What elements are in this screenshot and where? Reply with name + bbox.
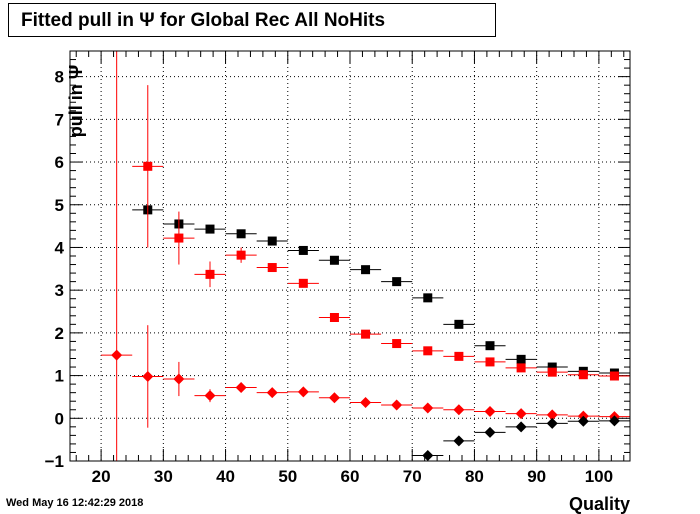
- y-tick-label: 3: [55, 281, 64, 300]
- data-point-square: [329, 313, 339, 322]
- data-point-square: [516, 354, 526, 364]
- data-point-square: [267, 236, 277, 246]
- x-tick-label: 50: [278, 467, 297, 486]
- data-point-square: [298, 245, 308, 255]
- data-point-diamond: [142, 370, 154, 382]
- data-point-square: [423, 293, 433, 303]
- data-point-diamond: [546, 409, 558, 421]
- chart-title: Fitted pull in Ψ for Global Rec All NoHi…: [21, 10, 386, 31]
- data-point-square: [423, 346, 433, 356]
- x-tick-label: 60: [341, 467, 360, 486]
- y-tick-label: 4: [55, 238, 65, 257]
- data-point-diamond: [515, 408, 527, 420]
- data-point-square: [485, 357, 495, 367]
- data-point-square: [485, 341, 495, 351]
- data-point-square: [609, 371, 619, 381]
- x-axis-title: Quality: [569, 494, 630, 514]
- y-tick-label: 6: [55, 153, 64, 172]
- data-point-square: [143, 161, 153, 171]
- x-tick-label: 100: [585, 467, 613, 486]
- y-axis-title: pull in Ψ: [66, 65, 86, 138]
- data-point-square: [205, 269, 215, 279]
- x-tick-label: 40: [216, 467, 235, 486]
- plot-frame: [69, 50, 631, 462]
- data-point-square: [236, 229, 246, 239]
- y-tick-label: 5: [55, 196, 64, 215]
- data-point-diamond: [484, 426, 496, 438]
- y-tick-label: 7: [55, 110, 64, 129]
- x-tick-label: 20: [92, 467, 111, 486]
- data-point-square: [547, 362, 557, 372]
- data-point-diamond: [577, 415, 589, 427]
- data-point-square: [392, 277, 402, 287]
- y-tick-label: 8: [55, 68, 64, 87]
- data-point-diamond: [608, 415, 620, 427]
- y-tick-label: 0: [55, 409, 64, 428]
- x-tick-label: 90: [527, 467, 546, 486]
- data-point-square: [578, 370, 588, 380]
- y-tick-label: −1: [45, 452, 64, 471]
- data-point-diamond: [266, 387, 278, 399]
- data-point-diamond: [235, 382, 247, 394]
- y-tick-label: 1: [55, 367, 64, 386]
- data-point-square: [547, 367, 557, 377]
- data-point-diamond: [515, 421, 527, 433]
- data-point-diamond: [422, 402, 434, 414]
- data-point-square: [454, 319, 464, 329]
- data-point-square: [516, 363, 526, 373]
- x-tick-label: 70: [403, 467, 422, 486]
- data-point-diamond: [422, 449, 434, 461]
- x-tick-label: 80: [465, 467, 484, 486]
- timestamp: Wed May 16 12:42:29 2018: [6, 497, 144, 509]
- data-point-diamond: [453, 404, 465, 416]
- data-point-diamond: [391, 399, 403, 411]
- data-point-square: [361, 329, 371, 339]
- chart-title-box: Fitted pull in Ψ for Global Rec All NoHi…: [8, 3, 496, 37]
- data-point-diamond: [204, 390, 216, 402]
- data-point-square: [329, 255, 339, 265]
- y-tick-label: 2: [55, 324, 64, 343]
- data-point-diamond: [484, 405, 496, 417]
- data-point-square: [267, 263, 277, 273]
- data-point-square: [392, 339, 402, 349]
- data-point-diamond: [546, 417, 558, 429]
- data-point-square: [454, 351, 464, 361]
- data-point-square: [236, 250, 246, 260]
- data-point-diamond: [111, 349, 123, 361]
- data-point-diamond: [297, 386, 309, 398]
- data-point-diamond: [173, 373, 185, 385]
- data-point-square: [298, 278, 308, 288]
- x-tick-label: 30: [154, 467, 173, 486]
- data-point-square: [205, 224, 215, 234]
- data-point-square: [174, 233, 184, 243]
- data-point-square: [361, 265, 371, 275]
- data-point-diamond: [328, 392, 340, 404]
- data-point-diamond: [360, 396, 372, 408]
- data-point-diamond: [453, 435, 465, 447]
